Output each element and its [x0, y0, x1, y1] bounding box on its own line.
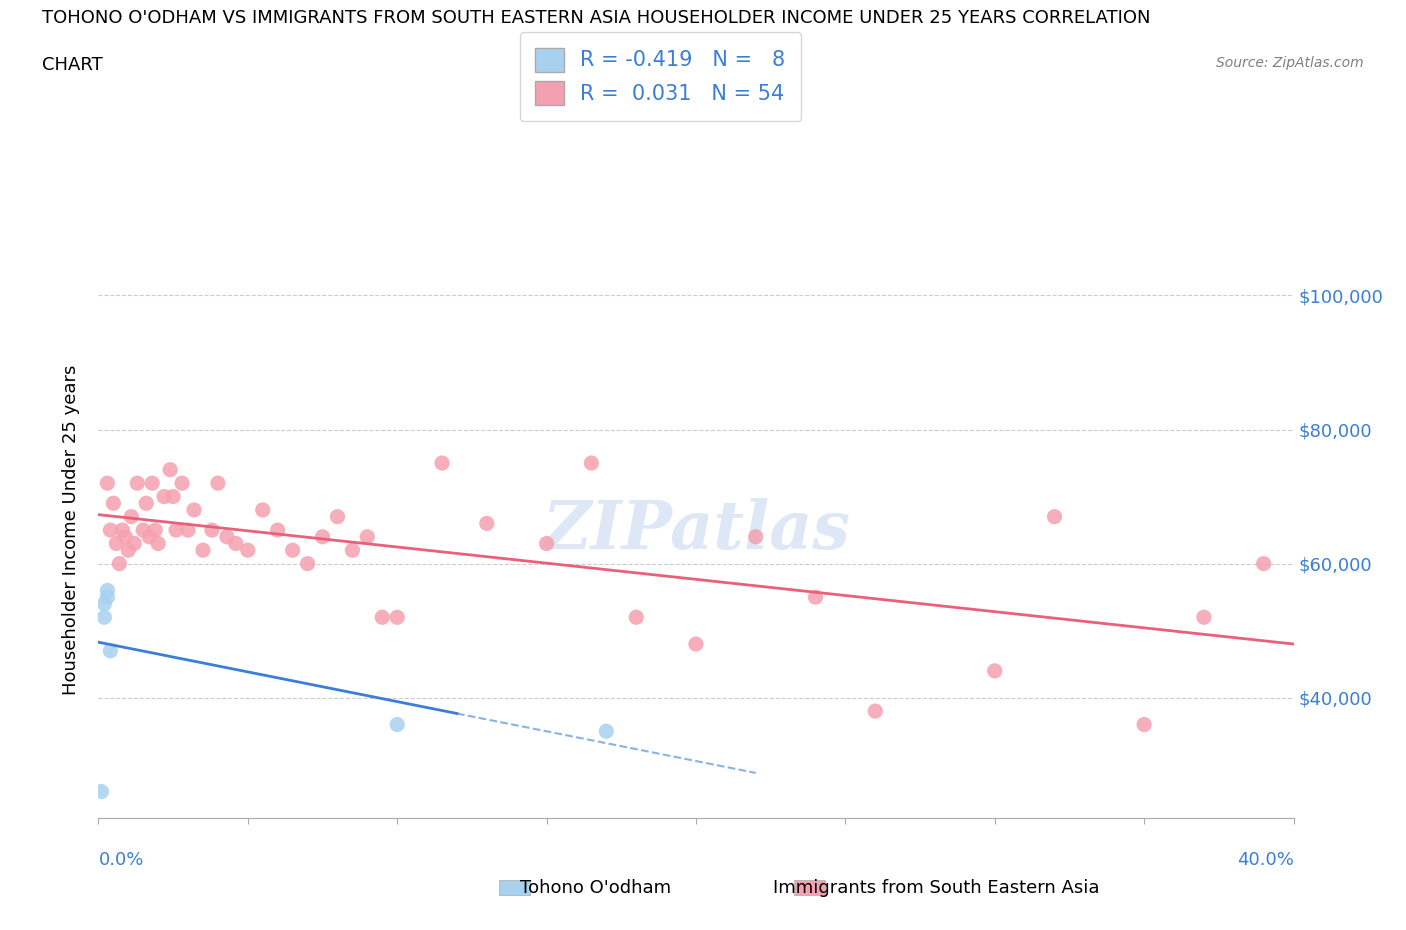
Point [281, 543, 304, 558]
Point [595, 724, 617, 738]
Y-axis label: Householder Income Under 25 years: Householder Income Under 25 years [62, 365, 80, 696]
Point [1043, 510, 1066, 525]
Point [201, 523, 224, 538]
Point [385, 717, 409, 732]
Point [745, 529, 768, 544]
Point [626, 610, 648, 625]
Point [430, 456, 453, 471]
Point [1133, 717, 1156, 732]
Point [207, 476, 229, 491]
Point [90, 784, 112, 799]
Point [252, 502, 274, 517]
Text: Source: ZipAtlas.com: Source: ZipAtlas.com [1216, 56, 1364, 70]
Point [215, 529, 238, 544]
Point [105, 536, 128, 551]
Point [804, 590, 827, 604]
Point [225, 536, 247, 551]
Point [297, 556, 319, 571]
Point [1253, 556, 1275, 571]
Point [93, 596, 115, 611]
Point [267, 523, 290, 538]
Point [311, 529, 333, 544]
Point [124, 536, 146, 551]
Point [100, 523, 122, 538]
FancyBboxPatch shape [499, 880, 530, 895]
Point [103, 496, 125, 511]
Point [141, 476, 163, 491]
Point [984, 663, 1007, 678]
Legend: R = -0.419   N =   8, R =  0.031   N = 54: R = -0.419 N = 8, R = 0.031 N = 54 [520, 33, 800, 121]
Point [191, 543, 214, 558]
Point [536, 536, 558, 551]
Point [127, 476, 149, 491]
Point [326, 510, 349, 525]
Point [143, 523, 166, 538]
Point [356, 529, 378, 544]
Point [172, 476, 194, 491]
Point [135, 496, 157, 511]
Point [183, 502, 205, 517]
Point [159, 462, 181, 477]
Point [108, 556, 131, 571]
Point [342, 543, 364, 558]
Point [100, 644, 122, 658]
Text: TOHONO O'ODHAM VS IMMIGRANTS FROM SOUTH EASTERN ASIA HOUSEHOLDER INCOME UNDER 25: TOHONO O'ODHAM VS IMMIGRANTS FROM SOUTH … [42, 9, 1150, 27]
Text: 0.0%: 0.0% [98, 851, 143, 869]
Point [138, 529, 160, 544]
Point [120, 510, 142, 525]
Point [162, 489, 184, 504]
Point [581, 456, 603, 471]
Point [385, 610, 409, 625]
Text: 40.0%: 40.0% [1237, 851, 1294, 869]
Point [132, 523, 155, 538]
Text: CHART: CHART [42, 56, 103, 73]
Point [236, 543, 259, 558]
Point [93, 610, 115, 625]
Text: ZIPatlas: ZIPatlas [543, 498, 849, 563]
Point [117, 543, 139, 558]
Point [165, 523, 187, 538]
FancyBboxPatch shape [794, 880, 825, 895]
Point [371, 610, 394, 625]
Point [177, 523, 200, 538]
Point [475, 516, 498, 531]
Point [96, 590, 118, 604]
Point [114, 529, 136, 544]
Point [153, 489, 176, 504]
Point [865, 704, 887, 719]
Point [685, 637, 707, 652]
Point [1192, 610, 1215, 625]
Text: Immigrants from South Eastern Asia: Immigrants from South Eastern Asia [773, 879, 1099, 897]
Text: Tohono O'odham: Tohono O'odham [520, 879, 671, 897]
Point [96, 583, 118, 598]
Point [96, 476, 118, 491]
Point [148, 536, 170, 551]
Point [111, 523, 134, 538]
